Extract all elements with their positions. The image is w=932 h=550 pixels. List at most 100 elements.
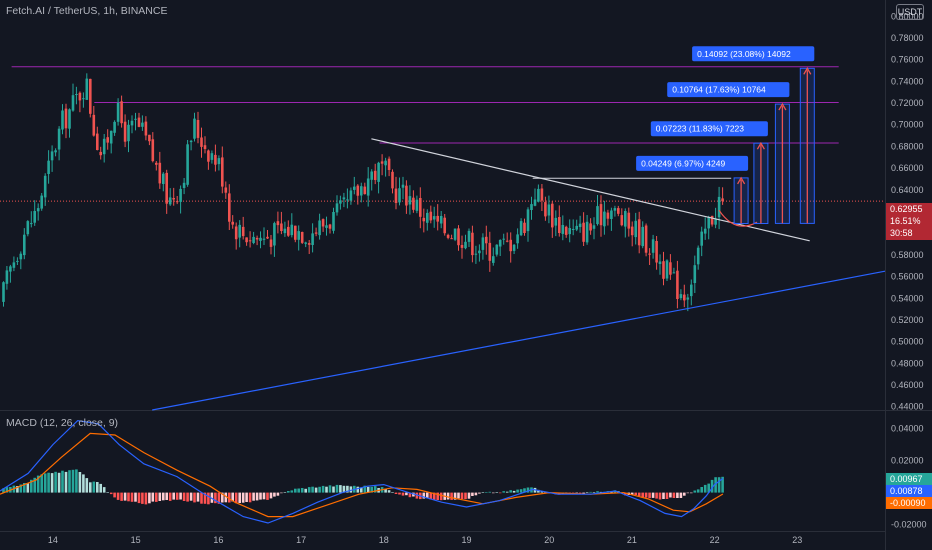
- time-tick-label: 14: [48, 535, 58, 545]
- macd-histogram-bar: [683, 492, 686, 496]
- target-label-box[interactable]: [636, 155, 749, 171]
- price-tick-label: 0.66000: [891, 163, 924, 173]
- macd-histogram-bar: [665, 492, 669, 499]
- candle-body: [415, 199, 419, 211]
- target-label-box[interactable]: [692, 46, 815, 62]
- macd-histogram-bar: [672, 492, 676, 498]
- macd-histogram-bar: [116, 492, 120, 500]
- time-tick-label: 16: [213, 535, 223, 545]
- candle-body: [432, 216, 436, 220]
- candle-body: [50, 151, 54, 161]
- macd-histogram-bar: [387, 490, 391, 493]
- macd-histogram-bar: [498, 492, 502, 494]
- macd-histogram-bar: [276, 492, 280, 496]
- macd-histogram-bar: [630, 492, 634, 495]
- candle-body: [12, 262, 16, 268]
- candle-body: [207, 150, 210, 162]
- macd-histogram-bar: [700, 487, 703, 493]
- macd-signal-line: [0, 432, 724, 518]
- candle-body: [342, 197, 346, 200]
- candle-body: [106, 137, 109, 143]
- candle-body: [248, 240, 252, 242]
- candle-body: [683, 294, 686, 301]
- time-tick-label: 17: [296, 535, 306, 545]
- macd-histogram-bar: [526, 487, 530, 493]
- macd-histogram-bar: [300, 488, 304, 493]
- candle-body: [36, 208, 40, 212]
- time-tick-label: 18: [379, 535, 389, 545]
- candle-body: [186, 144, 189, 185]
- macd-histogram-bar: [148, 492, 151, 504]
- macd-histogram-bar: [96, 482, 99, 493]
- candle-body: [297, 231, 300, 240]
- macd-histogram-bar: [210, 492, 214, 503]
- candle-body: [585, 221, 589, 243]
- macd-histogram-bar: [488, 491, 492, 493]
- candle-body: [530, 204, 533, 210]
- candle-body: [30, 223, 33, 225]
- time-axis[interactable]: 14 15 16 17 18 19 20 21 22 23: [48, 535, 802, 545]
- candle-body: [269, 239, 273, 247]
- candle-body: [613, 208, 617, 211]
- currency-button[interactable]: USDT: [896, 4, 924, 20]
- macd-indicator-title[interactable]: MACD (12, 26, close, 9): [6, 417, 119, 429]
- candle-body: [624, 211, 627, 227]
- resistance-levels[interactable]: [0, 66, 885, 202]
- macd-histogram-bar: [478, 492, 481, 494]
- macd-histogram-bar: [540, 491, 544, 493]
- macd-histogram-bar: [214, 492, 217, 504]
- macd-histogram-bar: [304, 488, 307, 493]
- macd-histogram-bar: [168, 492, 172, 501]
- target-label-text: 0.14092 (23.08%) 14092: [697, 49, 791, 59]
- macd-histogram-bar: [370, 486, 373, 493]
- candle-body: [498, 240, 502, 247]
- macd-histogram-bar: [78, 472, 82, 493]
- macd-histogram-bar: [259, 492, 262, 500]
- macd-histogram-bar: [158, 492, 162, 501]
- macd-histogram-bar: [391, 492, 394, 493]
- candle-body: [287, 226, 290, 236]
- candle-body: [502, 238, 505, 240]
- macd-tick-label: 0.02000: [891, 456, 924, 466]
- candle-body: [217, 158, 221, 165]
- macd-histogram-bar: [641, 492, 644, 498]
- price-tick-label: 0.52000: [891, 315, 924, 325]
- macd-histogram-bar: [182, 492, 186, 501]
- candle-body: [474, 253, 478, 255]
- price-tick-label: 0.68000: [891, 141, 924, 151]
- target-label-box[interactable]: [650, 121, 768, 137]
- candle-body: [2, 282, 5, 302]
- candle-body: [214, 154, 217, 165]
- macd-histogram-bar: [596, 491, 599, 493]
- macd-histogram-bar: [64, 471, 68, 493]
- macd-histogram-bar: [394, 492, 398, 494]
- macd-histogram-bar: [321, 485, 325, 493]
- price-tick-label: 0.46000: [891, 380, 924, 390]
- candle-body: [200, 137, 203, 147]
- macd-histogram-bar: [335, 484, 339, 493]
- candle-body: [314, 232, 318, 234]
- candle-body: [592, 225, 596, 229]
- macd-histogram-bar: [262, 492, 266, 500]
- macd-histogram-bar: [266, 492, 269, 500]
- macd-pane: 0.00967 0.00878 -0.00090: [0, 419, 932, 524]
- symbol-title[interactable]: Fetch.AI / TetherUS, 1h, BINANCE: [6, 5, 168, 17]
- macd-histogram-bar: [40, 474, 43, 493]
- macd-histogram-bar: [703, 484, 707, 493]
- macd-histogram-bar: [26, 483, 30, 493]
- time-tick-label: 22: [710, 535, 720, 545]
- trendline-support[interactable]: [152, 270, 886, 411]
- macd-histogram-bar: [23, 483, 26, 493]
- macd-histogram-bar: [36, 475, 40, 493]
- candle-body: [137, 117, 141, 127]
- candle-body: [419, 198, 422, 217]
- candle-body: [422, 217, 426, 222]
- target-projections[interactable]: 0.04249 (6.97%) 4249 0.07223 (11.83%) 722…: [636, 46, 815, 224]
- candle-body: [380, 161, 384, 164]
- macd-histogram-bar: [151, 492, 155, 502]
- candle-body: [339, 200, 342, 204]
- target-label-box[interactable]: [667, 82, 790, 98]
- macd-histogram-bar: [717, 477, 721, 493]
- macd-histogram-bar: [349, 486, 353, 493]
